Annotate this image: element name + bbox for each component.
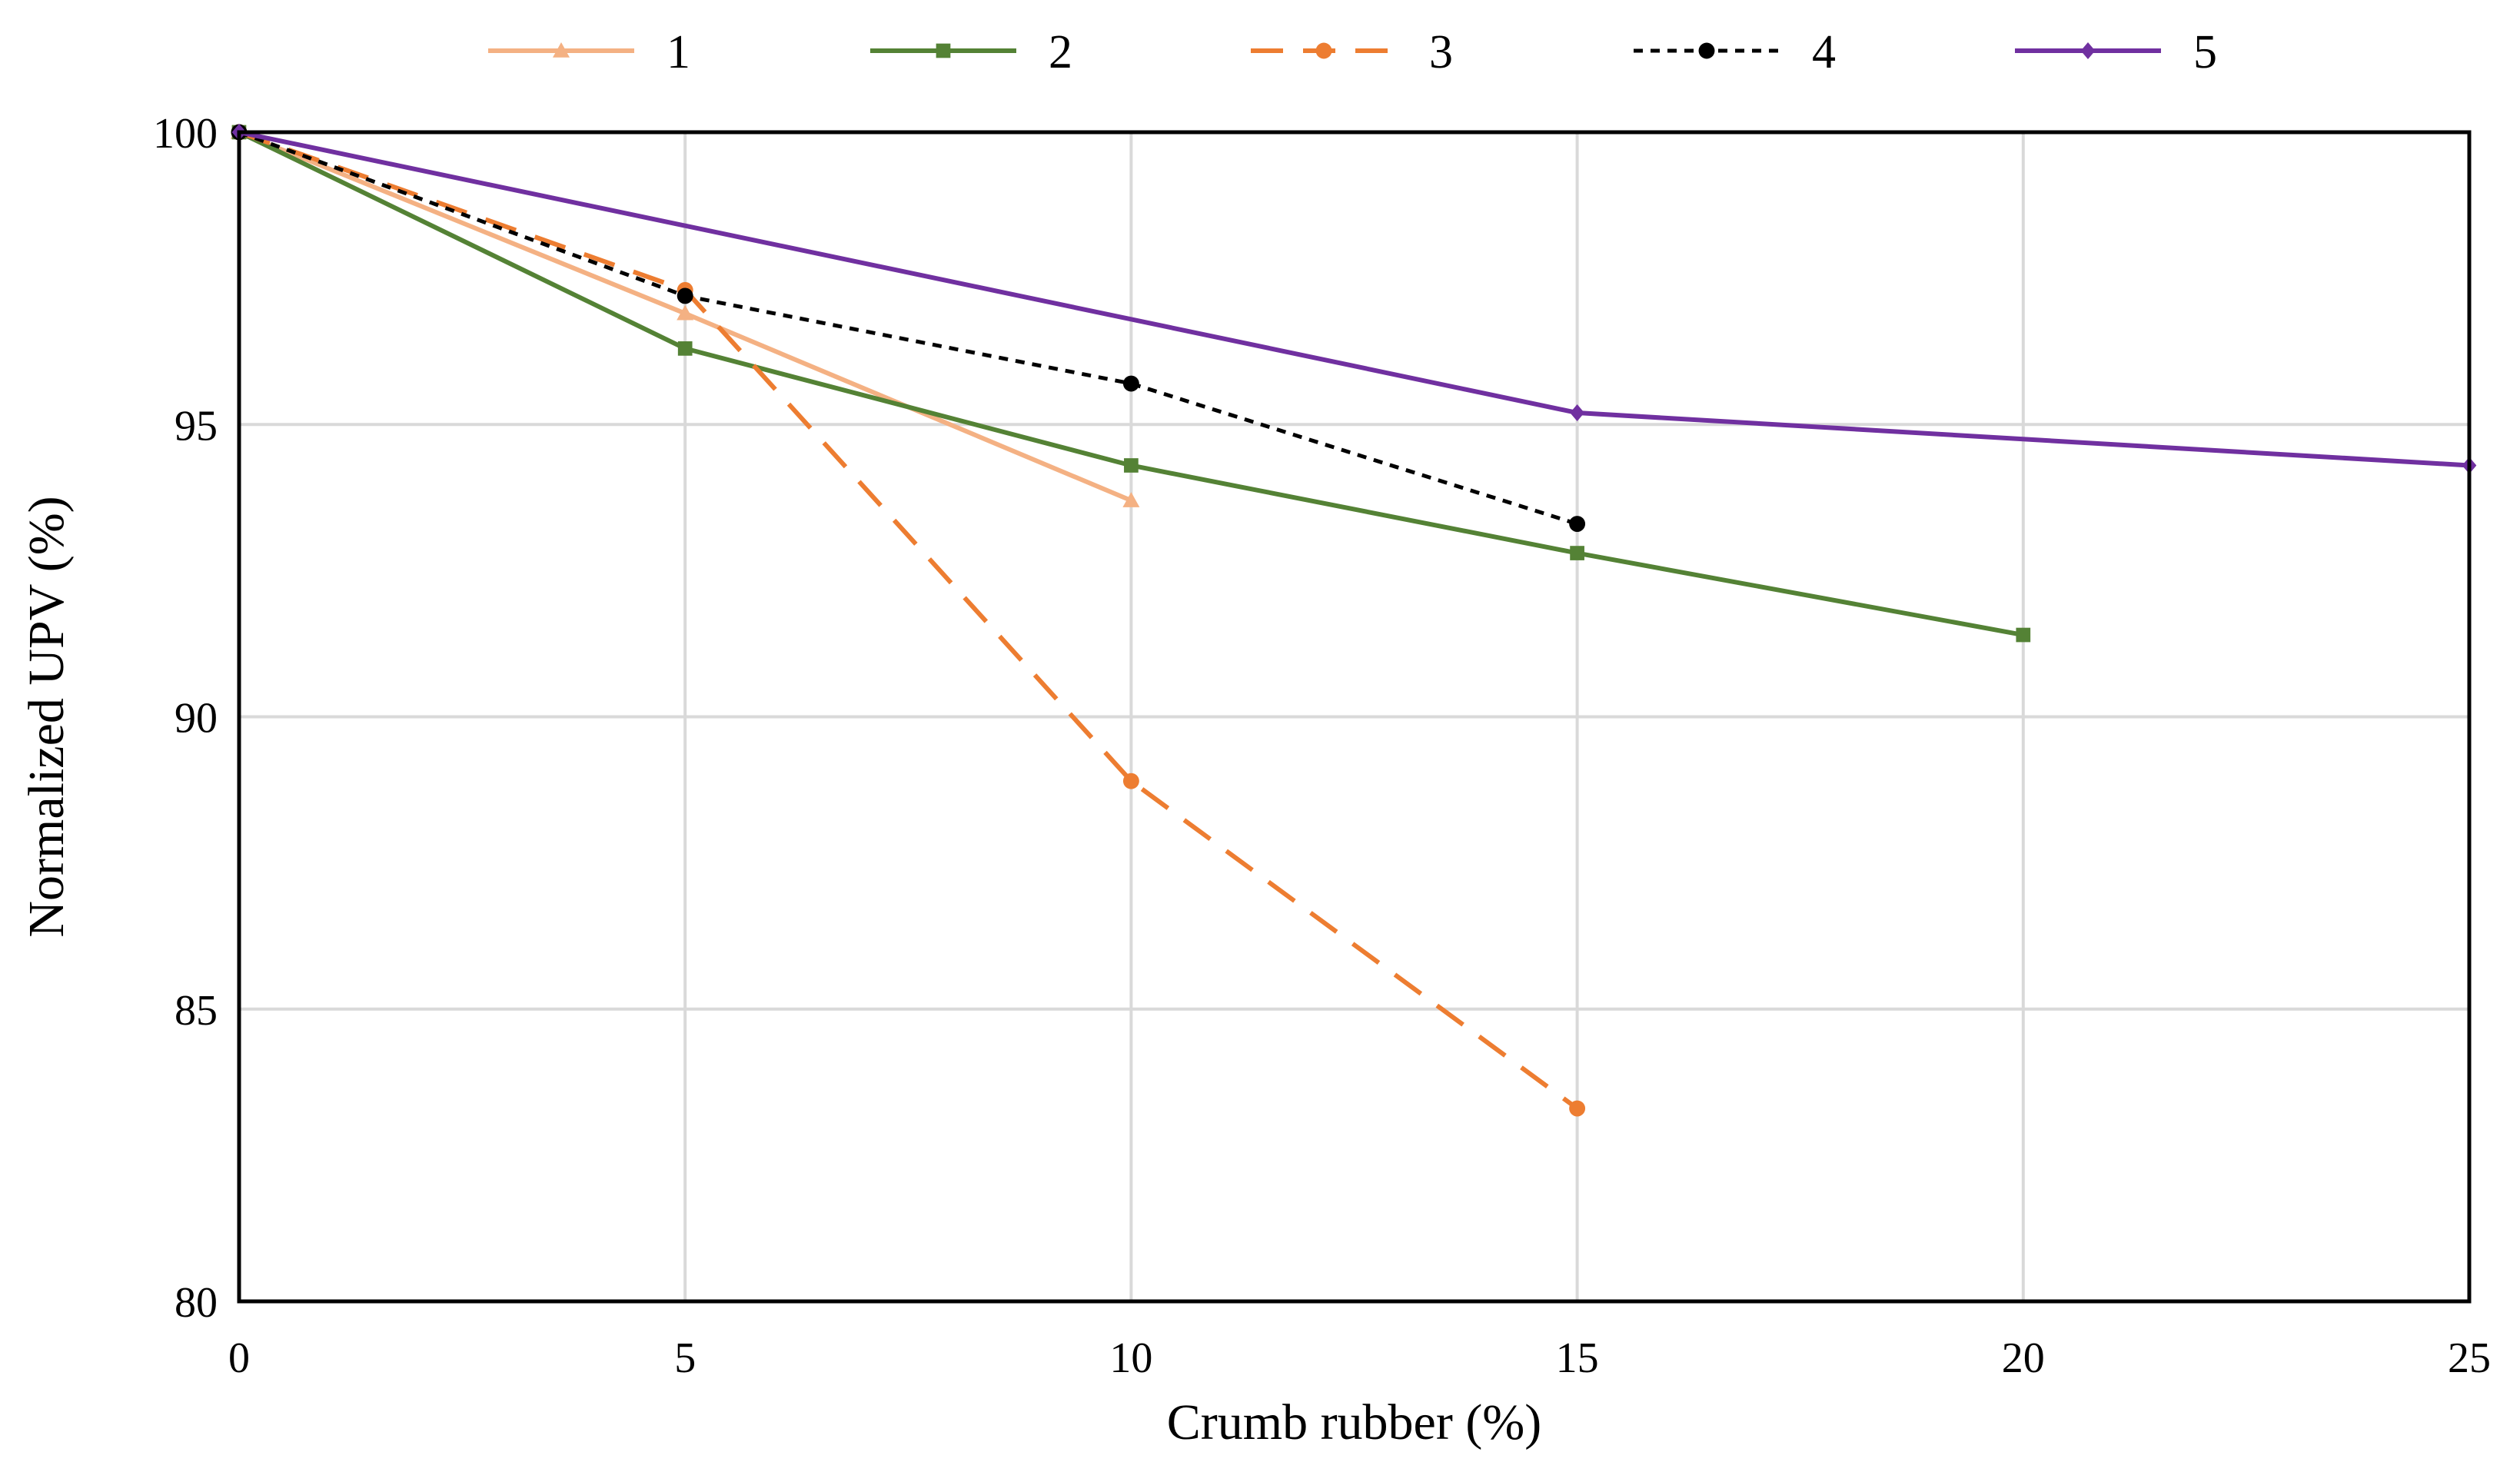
x-tick-label: 0 xyxy=(228,1334,250,1382)
series-line-5 xyxy=(238,130,2470,468)
grid-lines xyxy=(239,132,2469,1301)
data-point-3-3 xyxy=(1569,1100,1586,1117)
x-tick-label: 15 xyxy=(1556,1334,1599,1382)
legend: 1 2 3 4 5 xyxy=(488,26,2217,78)
legend-marker-3 xyxy=(1315,42,1332,59)
data-point-2-4 xyxy=(2016,627,2031,643)
x-axis-title: Crumb rubber (%) xyxy=(1167,1394,1542,1450)
legend-label: 1 xyxy=(667,26,690,78)
legend-label: 4 xyxy=(1812,26,1836,78)
legend-item-2: 2 xyxy=(870,26,1072,78)
x-tick-label: 20 xyxy=(2002,1334,2045,1382)
x-tick-label: 5 xyxy=(674,1334,696,1382)
data-point-1-2 xyxy=(1122,492,1140,507)
series-layer xyxy=(231,124,2477,1117)
legend-label: 2 xyxy=(1049,26,1072,78)
data-point-5-1 xyxy=(1570,404,1584,422)
legend-item-4: 4 xyxy=(1634,26,1836,78)
y-tick-label: 95 xyxy=(175,402,218,450)
legend-marker-1 xyxy=(553,42,570,58)
legend-item-1: 1 xyxy=(488,26,690,78)
series-4 xyxy=(231,124,1586,532)
data-point-4-2 xyxy=(1122,375,1139,392)
data-point-1-1 xyxy=(677,304,694,321)
data-point-2-3 xyxy=(1570,546,1584,560)
data-point-3-2 xyxy=(1122,773,1139,789)
data-point-2-2 xyxy=(1124,458,1139,473)
legend-marker-2 xyxy=(936,43,951,58)
legend-marker-4 xyxy=(1698,42,1715,59)
series-5 xyxy=(231,124,2477,474)
series-line-4 xyxy=(238,130,1578,526)
x-tick-label: 25 xyxy=(2448,1334,2491,1382)
series-line-3 xyxy=(238,130,1579,1111)
y-tick-label: 85 xyxy=(175,987,218,1035)
legend-marker-5 xyxy=(2080,42,2096,59)
legend-item-5: 5 xyxy=(2015,26,2217,78)
y-axis-title: Normalized UPV (%) xyxy=(18,496,75,937)
legend-label: 5 xyxy=(2193,26,2217,78)
y-tick-label: 100 xyxy=(153,110,218,158)
tick-labels: 0 5 10 15 20 25 80 85 90 95 100 xyxy=(153,110,2491,1382)
data-point-2-1 xyxy=(677,341,693,356)
y-tick-label: 80 xyxy=(175,1279,218,1327)
legend-item-3: 3 xyxy=(1251,26,1453,78)
data-point-4-3 xyxy=(1569,516,1586,532)
y-tick-label: 90 xyxy=(175,695,218,743)
x-tick-label: 10 xyxy=(1109,1334,1152,1382)
plot-area-frame xyxy=(237,130,2472,1304)
data-point-4-1 xyxy=(677,287,693,304)
legend-label: 3 xyxy=(1429,26,1453,78)
